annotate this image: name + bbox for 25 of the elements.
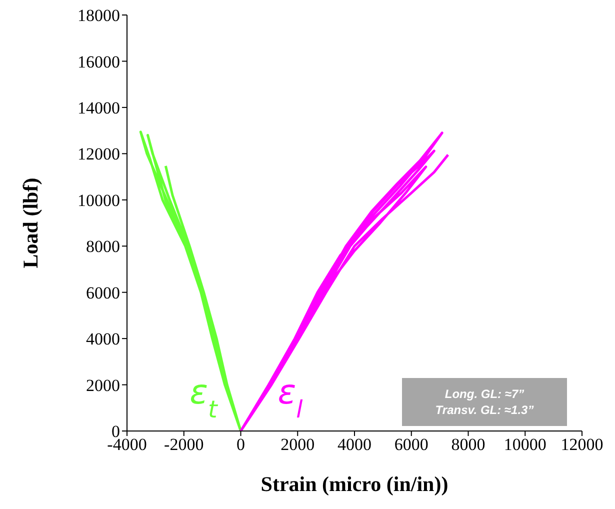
series-label: ε$_{t}$ bbox=[190, 372, 219, 424]
y-tick-label: 14000 bbox=[78, 98, 120, 118]
y-tick-label: 6000 bbox=[86, 283, 120, 302]
y-tick-label: 10000 bbox=[78, 190, 120, 210]
x-tick-label: 10000 bbox=[504, 435, 546, 454]
line-series bbox=[139, 130, 242, 431]
y-tick-label: 18000 bbox=[78, 6, 120, 26]
x-tick-label: -2000 bbox=[164, 435, 204, 454]
annotation: Long. GL: ≈7” bbox=[444, 386, 524, 402]
x-tick-label: 2000 bbox=[280, 435, 315, 454]
note-box: Long. GL: ≈7” Transv. GL: ≈1.3” bbox=[402, 378, 567, 426]
y-tick-label: 4000 bbox=[86, 330, 120, 349]
series-label: ε$_{l}$ bbox=[278, 372, 304, 424]
x-tick-label: 12000 bbox=[560, 435, 604, 454]
x-axis-title: Strain (micro (in/in)) bbox=[260, 472, 448, 496]
y-axis-title: Load (lbf) bbox=[18, 178, 42, 268]
y-tick-label: 12000 bbox=[78, 144, 120, 164]
y-tick-label: 8000 bbox=[86, 237, 120, 256]
x-tick-label: 8000 bbox=[451, 435, 486, 454]
annotation: Transv. GL: ≈1.3” bbox=[435, 402, 534, 418]
y-tick-label: 16000 bbox=[78, 52, 120, 72]
x-tick-label: 4000 bbox=[338, 435, 372, 454]
x-tick-label: 0 bbox=[236, 435, 245, 454]
x-tick-label: 6000 bbox=[394, 435, 428, 454]
y-tick-label: 2000 bbox=[86, 376, 120, 395]
